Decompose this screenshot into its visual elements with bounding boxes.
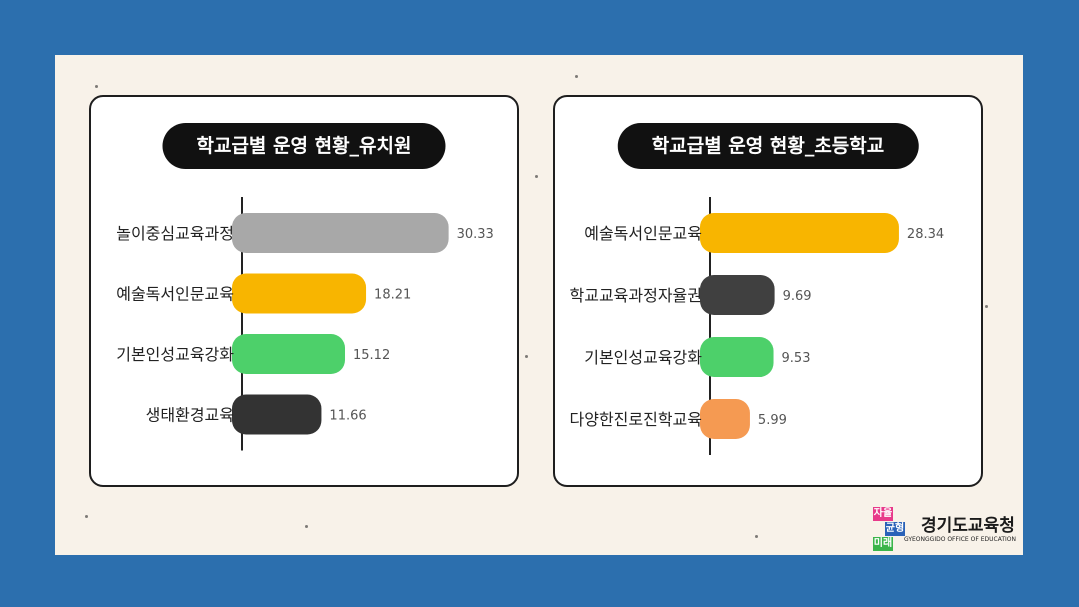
bar: [700, 337, 774, 377]
logo-badge: 미래: [873, 537, 893, 551]
bar: [232, 213, 449, 253]
value-label: 15.12: [353, 348, 390, 363]
gyeonggi-education-logo: 자율 균형 미래 경기도교육청 GYEONGGIDO OFFICE OF EDU…: [869, 505, 1029, 557]
value-label: 5.99: [758, 413, 787, 428]
bar: [700, 399, 750, 439]
bar: [232, 334, 346, 374]
value-label: 11.66: [329, 409, 366, 424]
category-label: 예술독서인문교육: [584, 224, 702, 243]
category-label: 기본인성교육강화: [584, 348, 702, 367]
content-card: 학교급별 운영 현황_유치원 놀이중심교육과정 30.33 예술독서인문교육 18.2…: [55, 55, 1023, 555]
logo-name: 경기도교육청: [921, 516, 1015, 536]
bar: [700, 213, 899, 253]
logo-badge: 균형: [885, 522, 905, 536]
category-label: 생태환경교육: [146, 406, 234, 425]
value-label: 28.34: [907, 227, 944, 242]
bar: [232, 394, 322, 435]
chart-panel-elementary: 학교급별 운영 현황_초등학교 예술독서인문교육 28.34 학교교육과정자율권 9.…: [553, 95, 983, 487]
chart-panel-kindergarten: 학교급별 운영 현황_유치원 놀이중심교육과정 30.33 예술독서인문교육 18.2…: [89, 95, 519, 487]
chart-title: 학교급별 운영 현황_유치원: [162, 123, 446, 169]
category-label: 예술독서인문교육: [116, 285, 234, 304]
value-label: 9.53: [782, 351, 811, 366]
value-label: 9.69: [783, 289, 812, 304]
category-label: 다양한진로진학교육: [570, 410, 702, 429]
bar-chart-elementary: 예술독서인문교육 28.34 학교교육과정자율권 9.69 기본인성교육강화 9.53 다양…: [570, 197, 944, 455]
value-label: 18.21: [374, 288, 411, 303]
category-label: 학교교육과정자율권: [570, 286, 702, 305]
logo-badge: 자율: [873, 507, 893, 521]
value-label: 30.33: [457, 227, 494, 242]
bar-chart-kindergarten: 놀이중심교육과정 30.33 예술독서인문교육 18.21 기본인성교육강화 15.12 생…: [116, 197, 494, 451]
bar: [232, 273, 367, 314]
chart-title: 학교급별 운영 현황_초등학교: [617, 123, 919, 169]
category-label: 기본인성교육강화: [116, 345, 234, 364]
logo-subtitle: GYEONGGIDO OFFICE OF EDUCATION: [904, 536, 1016, 543]
category-label: 놀이중심교육과정: [116, 224, 234, 243]
bar: [700, 275, 775, 315]
